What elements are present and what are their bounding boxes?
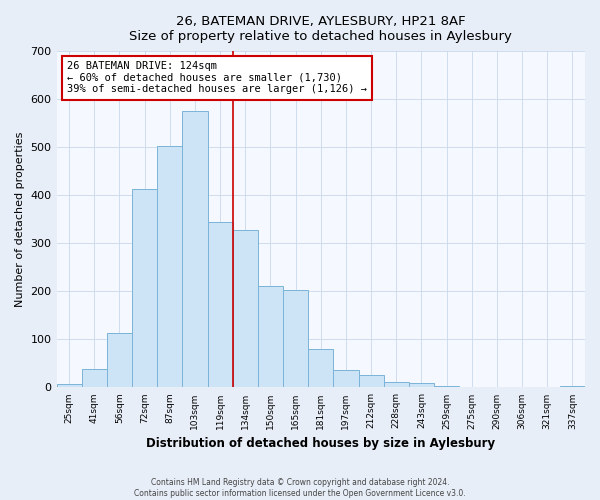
Bar	[208, 222, 233, 388]
Bar	[308, 349, 334, 388]
Bar	[359, 376, 383, 388]
Bar	[434, 386, 459, 388]
Bar	[383, 382, 409, 388]
Bar	[157, 146, 182, 388]
Bar	[233, 230, 258, 388]
Text: 26 BATEMAN DRIVE: 124sqm
← 60% of detached houses are smaller (1,730)
39% of sem: 26 BATEMAN DRIVE: 124sqm ← 60% of detach…	[67, 61, 367, 94]
Title: 26, BATEMAN DRIVE, AYLESBURY, HP21 8AF
Size of property relative to detached hou: 26, BATEMAN DRIVE, AYLESBURY, HP21 8AF S…	[130, 15, 512, 43]
Bar	[82, 369, 107, 388]
Bar	[182, 111, 208, 388]
Bar	[334, 370, 359, 388]
Bar	[409, 382, 434, 388]
Bar	[132, 189, 157, 388]
Text: Contains HM Land Registry data © Crown copyright and database right 2024.
Contai: Contains HM Land Registry data © Crown c…	[134, 478, 466, 498]
Bar	[258, 286, 283, 388]
Bar	[560, 386, 585, 388]
Bar	[107, 333, 132, 388]
Y-axis label: Number of detached properties: Number of detached properties	[15, 132, 25, 307]
X-axis label: Distribution of detached houses by size in Aylesbury: Distribution of detached houses by size …	[146, 437, 496, 450]
Bar	[56, 384, 82, 388]
Bar	[283, 290, 308, 388]
